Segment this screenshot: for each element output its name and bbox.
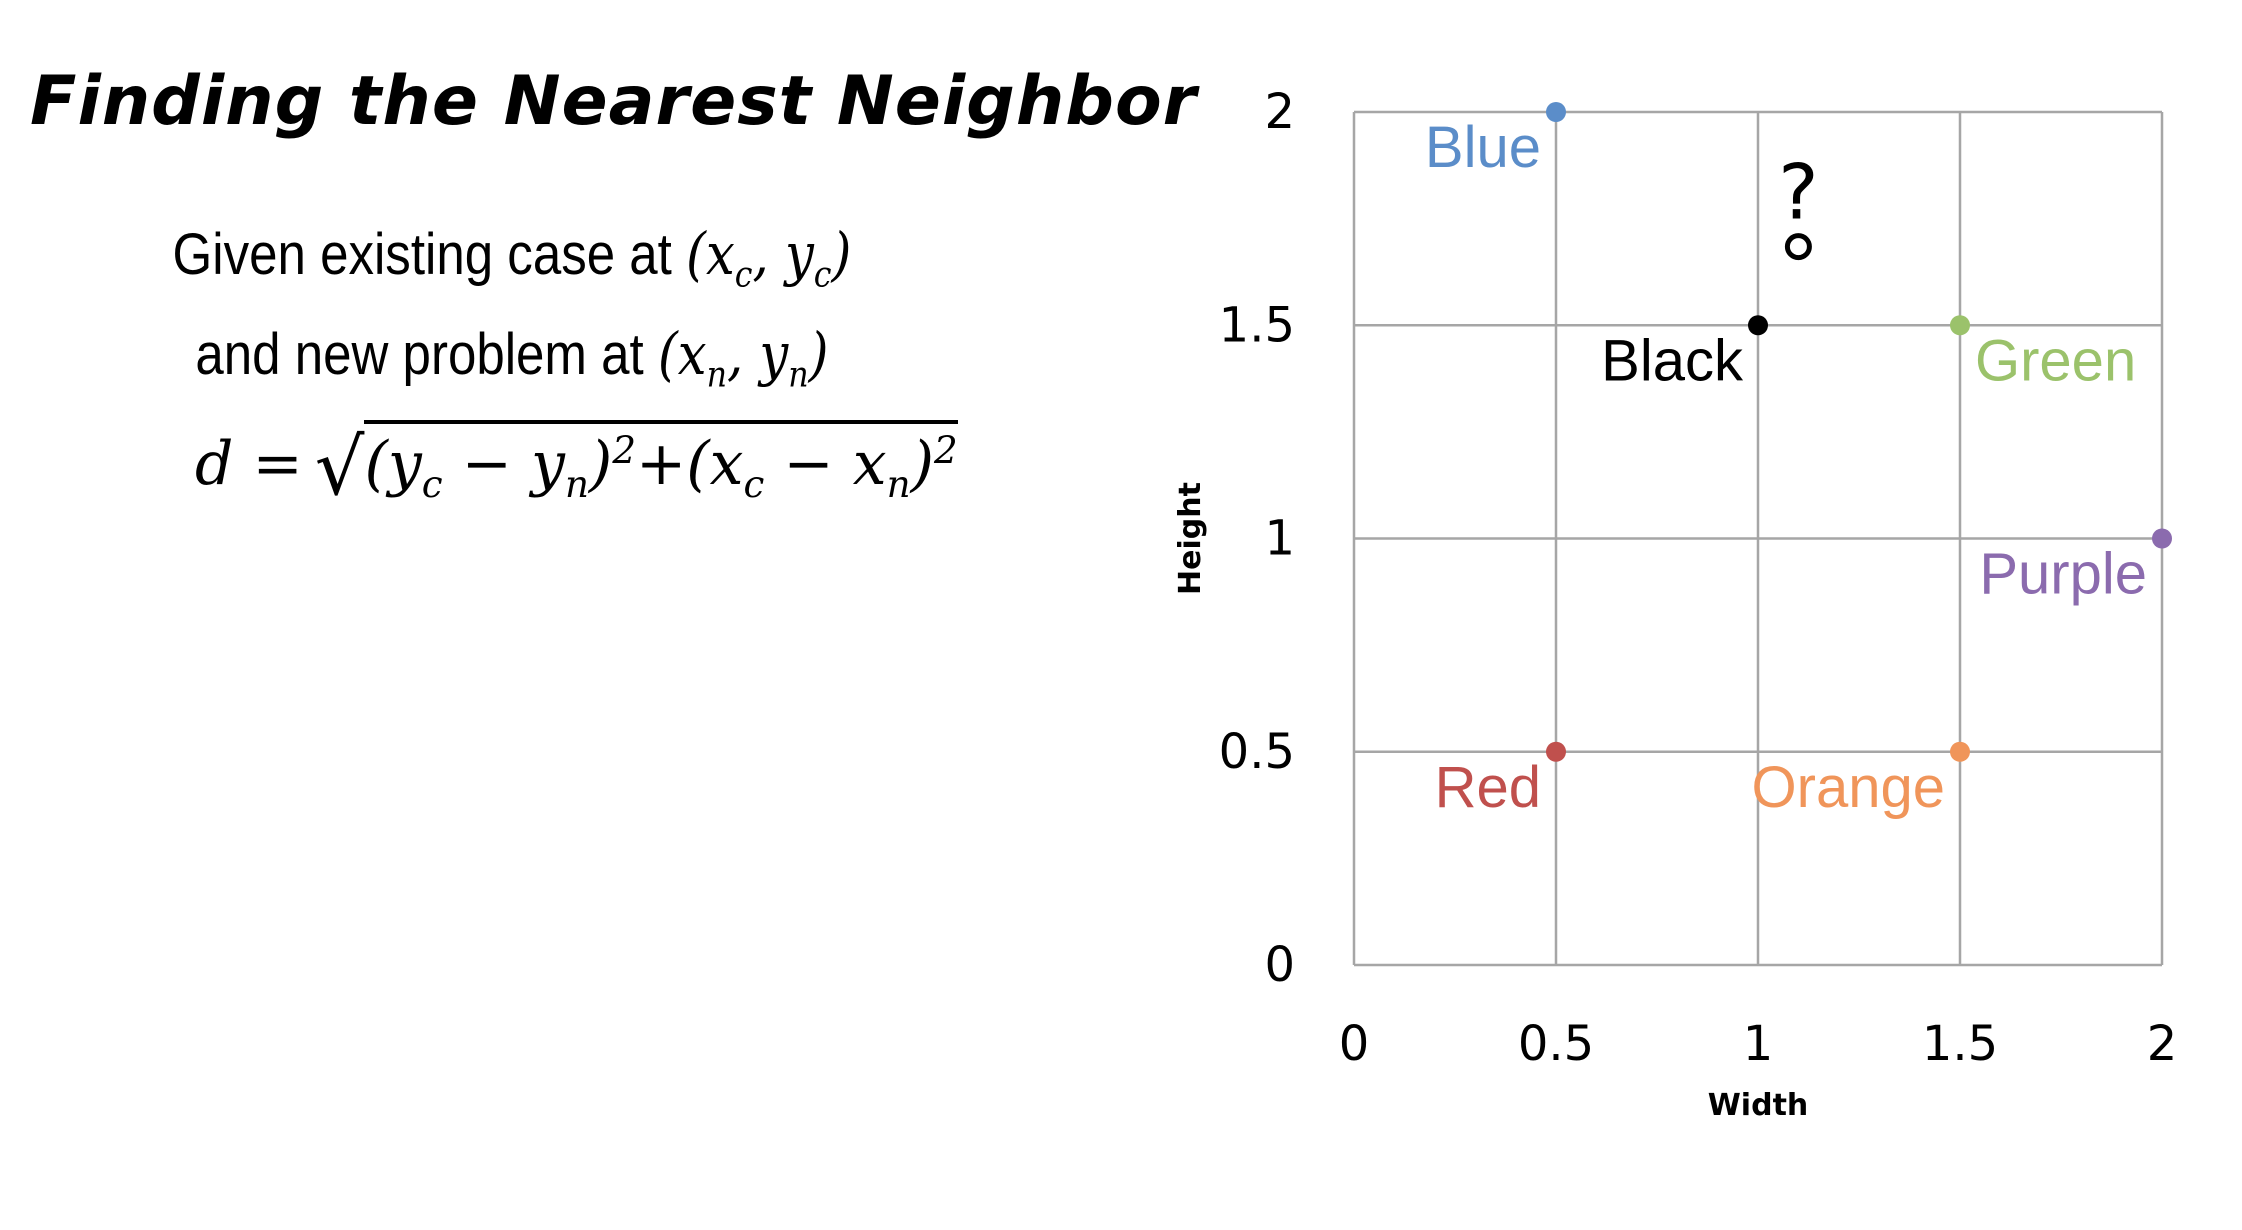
question-mark-dot xyxy=(1784,233,1812,261)
x-tick-label: 1 xyxy=(1743,1016,1774,1072)
radicand: (yc − yn)2+(xc − xn)2 xyxy=(364,420,958,506)
point-label-blue: Blue xyxy=(1425,115,1541,180)
point-label-green: Green xyxy=(1975,328,2136,393)
point-red xyxy=(1546,741,1566,762)
intro-line-existing-case: Given existing case at (xc, yc) xyxy=(172,220,852,296)
existing-case-coords: (xc, yc) xyxy=(686,220,852,296)
square-root-sign: √ xyxy=(314,423,365,513)
intro-text: Given existing case at (xc, yc) and new … xyxy=(160,215,864,414)
question-mark-annotation: ? xyxy=(1778,148,1818,237)
x-tick-label: 1.5 xyxy=(1922,1016,1998,1072)
point-label-red: Red xyxy=(1435,755,1541,820)
formula-lhs: d = xyxy=(195,429,303,499)
x-tick-label: 0.5 xyxy=(1518,1016,1594,1072)
point-purple xyxy=(2152,528,2172,549)
point-label-black: Black xyxy=(1601,328,1744,393)
slide-title: Finding the Nearest Neighbor xyxy=(30,62,1198,141)
point-black xyxy=(1748,315,1768,336)
point-orange xyxy=(1950,741,1970,762)
y-tick-label: 0.5 xyxy=(1219,724,1295,780)
chart-ticks: 0 0.5 1 1.5 2 0 0.5 1 1.5 2 xyxy=(1219,84,2178,1072)
distance-formula: d = √(yc − yn)2+(xc − xn)2 xyxy=(195,420,958,513)
point-label-orange: Orange xyxy=(1752,755,1945,820)
point-blue xyxy=(1546,102,1566,122)
y-tick-label: 2 xyxy=(1264,84,1295,140)
y-tick-label: 0 xyxy=(1264,937,1295,993)
x-tick-label: 2 xyxy=(2147,1016,2178,1072)
intro-line-new-problem: and new problem at (xn, yn) xyxy=(195,319,829,396)
chart-grid xyxy=(1352,110,2164,967)
y-tick-label: 1.5 xyxy=(1219,297,1295,353)
x-tick-label: 0 xyxy=(1339,1016,1370,1072)
point-green xyxy=(1950,315,1970,336)
y-tick-label: 1 xyxy=(1264,511,1295,567)
new-problem-coords: (xn, yn) xyxy=(657,319,829,396)
point-label-purple: Purple xyxy=(1979,542,2147,607)
x-axis-title: Width xyxy=(1708,1088,1809,1123)
y-axis-title: Height xyxy=(1173,482,1208,595)
chart-points: Blue Black Green Purple Red Orange xyxy=(1425,102,2172,820)
